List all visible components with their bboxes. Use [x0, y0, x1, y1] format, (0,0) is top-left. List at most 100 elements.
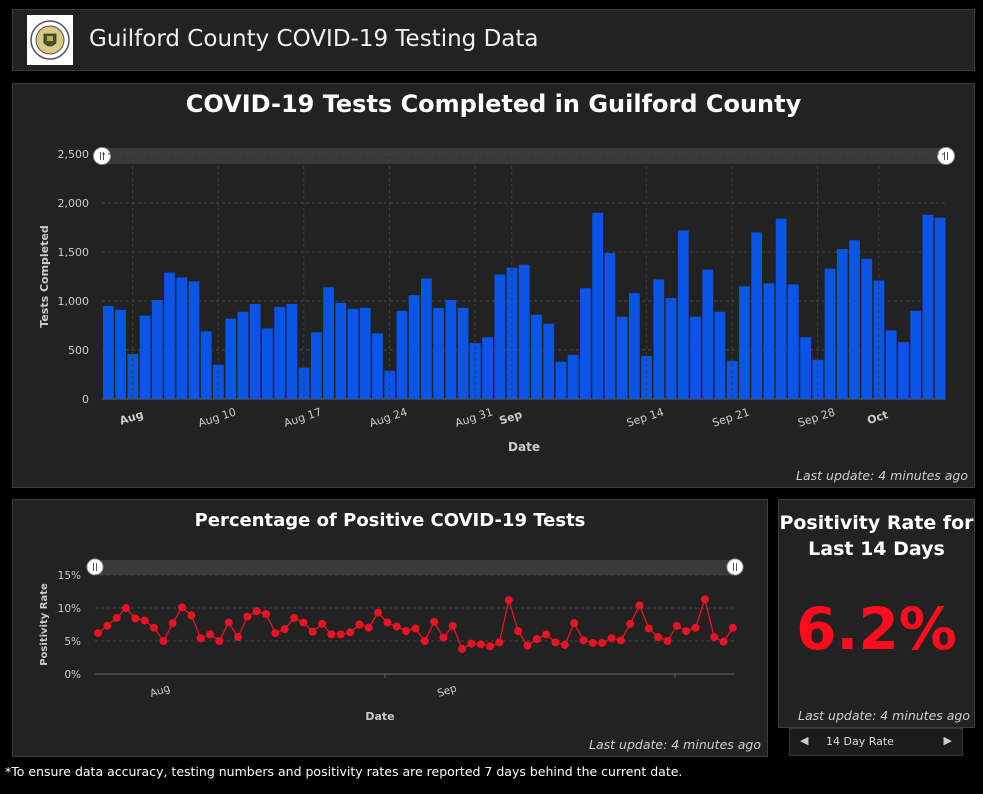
data-point — [280, 625, 289, 634]
y-tick-label: 1,500 — [58, 246, 90, 259]
data-point — [308, 627, 317, 636]
bar — [543, 323, 555, 399]
bar — [580, 288, 591, 399]
y-axis-title: Positivity Rate — [39, 583, 50, 666]
positivity-chart-title: Percentage of Positive COVID-19 Tests — [194, 510, 586, 531]
positivity-update-text: Last update: 4 minutes ago — [589, 737, 761, 752]
data-point — [178, 603, 187, 612]
bar — [396, 310, 408, 399]
data-point — [654, 633, 663, 642]
data-point — [243, 612, 252, 621]
bar — [531, 314, 542, 399]
footnote: *To ensure data accuracy, testing number… — [5, 764, 683, 779]
y-tick-label: 0 — [82, 393, 89, 406]
x-tick-label: Sep 28 — [796, 406, 836, 430]
bar — [824, 268, 836, 399]
bar — [457, 307, 469, 399]
slider-handle-left[interactable] — [93, 147, 111, 165]
x-tick-label: Oct — [866, 408, 890, 427]
rate-selector-label: 14 Day Rate — [826, 735, 894, 748]
bar — [800, 337, 811, 399]
slider-handle-right[interactable] — [937, 147, 955, 165]
bar — [506, 267, 518, 399]
data-point — [252, 607, 261, 616]
bar — [775, 218, 787, 399]
bar — [518, 264, 530, 399]
data-point — [439, 633, 448, 642]
data-point — [364, 623, 373, 632]
data-point — [560, 640, 569, 649]
slider-handle-right[interactable] — [726, 558, 744, 576]
bar — [739, 286, 750, 399]
rate-value: 6.2% — [796, 595, 957, 663]
data-point — [719, 637, 728, 646]
data-point — [728, 623, 737, 632]
bar — [665, 298, 677, 399]
data-point — [327, 630, 336, 639]
data-point — [523, 641, 532, 650]
data-point — [691, 623, 700, 632]
data-point — [663, 637, 672, 645]
tests-update-text: Last update: 4 minutes ago — [796, 468, 968, 483]
data-point — [467, 639, 476, 648]
data-point — [420, 637, 429, 645]
tests-bar-chart[interactable]: 0 500 1,000 1,500 2,000 2,500 Aug Aug 10 Aug 17 A… — [13, 124, 974, 494]
county-seal-icon — [27, 15, 73, 65]
bar — [115, 309, 126, 399]
y-tick-label: 0% — [64, 669, 81, 681]
data-point — [392, 622, 401, 631]
y-tick-label: 500 — [68, 344, 89, 357]
chevron-left-icon[interactable]: ◀ — [800, 734, 809, 747]
bar — [702, 269, 714, 399]
data-point — [94, 629, 102, 638]
header-bar: Guilford County COVID-19 Testing Data — [12, 9, 975, 71]
bar — [200, 331, 212, 399]
bar — [567, 354, 579, 399]
data-point — [374, 608, 383, 617]
bar — [359, 307, 371, 399]
y-tick-label: 2,000 — [58, 197, 90, 210]
slider-handle-left[interactable] — [86, 558, 104, 576]
bar — [249, 303, 261, 399]
data-point — [588, 638, 597, 647]
range-slider-track — [95, 560, 735, 575]
bar — [274, 306, 285, 399]
y-tick-label: 15% — [58, 570, 81, 582]
data-point — [495, 638, 504, 647]
bar — [861, 258, 873, 399]
data-point — [710, 633, 719, 642]
bar — [372, 333, 383, 399]
bar — [628, 293, 640, 399]
data-point — [542, 630, 551, 639]
x-tick-label: Aug 31 — [453, 405, 494, 429]
x-tick-label: Sep — [498, 408, 524, 428]
rate-selector: ◀ 14 Day Rate ▶ — [789, 728, 963, 756]
data-point — [290, 613, 299, 622]
bar — [237, 311, 249, 399]
bar — [873, 280, 885, 399]
bar — [335, 302, 347, 399]
bar — [164, 272, 175, 399]
bar — [103, 305, 114, 399]
data-point — [411, 624, 420, 633]
bar — [787, 284, 799, 399]
rate-title: Positivity Rate for Last 14 Days — [779, 512, 974, 560]
page-title: Guilford County COVID-19 Testing Data — [89, 26, 539, 52]
y-tick-label: 5% — [64, 636, 81, 648]
x-tick-label: Sep — [436, 682, 459, 700]
data-point — [700, 595, 709, 604]
bar — [836, 249, 848, 399]
data-point — [150, 623, 159, 632]
positivity-line-chart[interactable]: 0% 5% 10% 15% Aug Sep Date Positivity Rate — [13, 550, 767, 740]
data-point — [514, 627, 523, 636]
data-point — [224, 618, 233, 627]
y-axis-title: Tests Completed — [38, 225, 51, 327]
bar — [225, 318, 237, 399]
bar — [812, 359, 824, 399]
data-point — [346, 628, 355, 637]
x-tick-label: Sep 21 — [711, 406, 751, 430]
data-point — [262, 609, 271, 618]
data-point — [196, 634, 205, 643]
chevron-right-icon[interactable]: ▶ — [943, 734, 952, 747]
data-point — [234, 633, 243, 642]
